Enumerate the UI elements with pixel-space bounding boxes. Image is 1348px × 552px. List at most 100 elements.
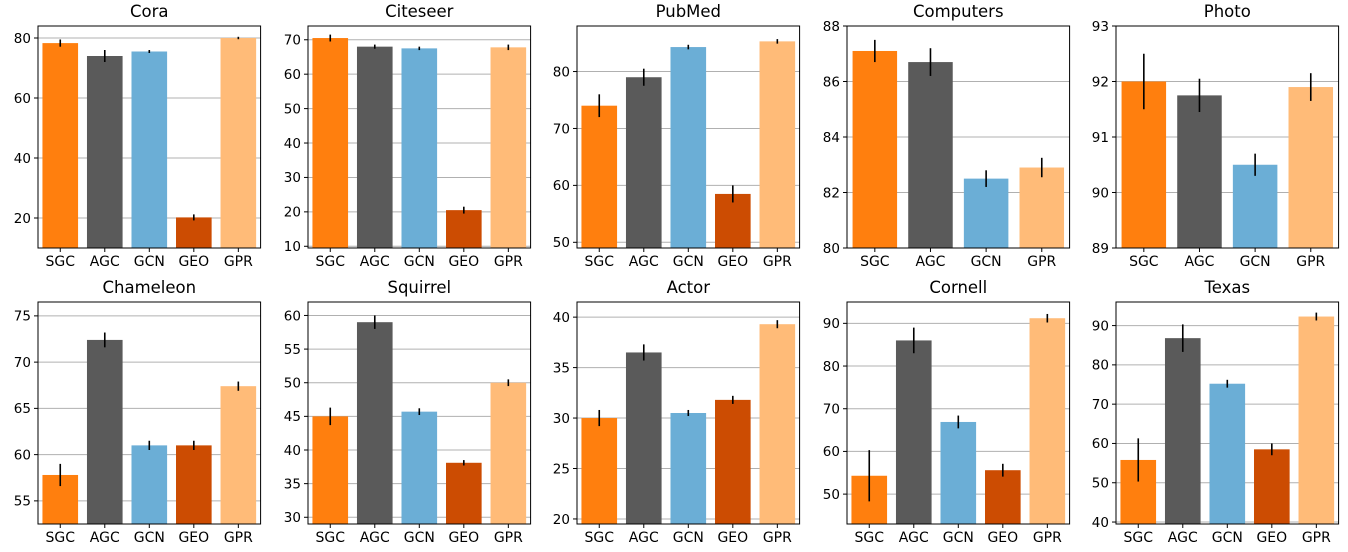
- bar-gcn: [1233, 164, 1278, 248]
- bar-gcn: [940, 421, 976, 524]
- bar-geo: [176, 445, 212, 524]
- chart-title: Actor: [667, 278, 711, 297]
- x-tick-label-sgc: SGC: [46, 254, 75, 270]
- y-tick-label: 40: [553, 310, 570, 326]
- y-tick-label: 60: [283, 308, 300, 324]
- x-tick-label-geo: GEO: [178, 530, 209, 546]
- bar-sgc: [581, 418, 618, 524]
- y-tick-label: 10: [283, 239, 300, 255]
- y-tick-label: 20: [553, 512, 570, 528]
- y-tick-label: 35: [283, 476, 300, 492]
- y-tick-label: 60: [1092, 436, 1109, 452]
- x-tick-label-gpr: GPR: [1302, 530, 1331, 546]
- x-tick-label-agc: AGC: [899, 530, 929, 546]
- y-tick-label: 50: [823, 487, 840, 503]
- x-tick-label-sgc: SGC: [1124, 530, 1153, 546]
- x-tick-label-gpr: GPR: [224, 530, 253, 546]
- x-tick-label-gcn: GCN: [1240, 254, 1271, 270]
- bar-gpr: [1029, 318, 1065, 524]
- x-tick-label-gcn: GCN: [673, 254, 704, 270]
- x-tick-label-gcn: GCN: [134, 530, 165, 546]
- x-tick-label-geo: GEO: [448, 530, 479, 546]
- bar-geo: [176, 217, 212, 248]
- x-tick-label-geo: GEO: [1257, 530, 1288, 546]
- bar-gpr: [490, 382, 526, 524]
- x-tick-label-sgc: SGC: [860, 254, 889, 270]
- y-tick-label: 90: [823, 316, 840, 332]
- subplot-cora: 20 40 60 80 SGC AGC GCN GEO GPR Cora: [0, 0, 270, 276]
- x-tick-label-agc: AGC: [359, 254, 389, 270]
- y-tick-label: 88: [823, 19, 840, 35]
- bar-sgc: [312, 416, 348, 524]
- y-tick-label: 50: [283, 101, 300, 117]
- bar-gcn: [1209, 383, 1246, 524]
- bar-gpr: [759, 41, 796, 248]
- bar-agc: [626, 77, 662, 248]
- chart-canvas-squirrel: 30 35 40 45 50 55 60 SGC AGC GCN GEO GPR Squirrel: [283, 278, 531, 546]
- bar-agc: [356, 46, 393, 249]
- bar-gcn: [131, 445, 168, 524]
- bar-gcn: [401, 48, 437, 248]
- y-tick-label: 40: [283, 443, 300, 459]
- x-tick-label-gpr: GPR: [1033, 530, 1062, 546]
- y-tick-label: 70: [1092, 397, 1109, 413]
- bar-agc: [907, 62, 953, 249]
- x-tick-label-gpr: GPR: [1297, 254, 1326, 270]
- chart-canvas-chameleon: 55 60 65 70 75 SGC AGC GCN GEO GPR Chameleon: [14, 278, 262, 546]
- chart-canvas-cora: 20 40 60 80 SGC AGC GCN GEO GPR Cora: [14, 2, 262, 270]
- y-tick-label: 30: [283, 510, 300, 526]
- y-tick-label: 50: [553, 235, 570, 251]
- x-tick-label-gpr: GPR: [493, 530, 522, 546]
- y-tick-label: 60: [283, 67, 300, 83]
- chart-canvas-cornell: 50 60 70 80 90 SGC AGC GCN GEO GPR Cornell: [823, 278, 1070, 546]
- y-tick-label: 25: [553, 461, 570, 477]
- x-tick-label-gcn: GCN: [134, 254, 165, 270]
- y-tick-label: 50: [283, 376, 300, 392]
- chart-title: Computers: [913, 2, 1004, 21]
- chart-title: Squirrel: [387, 278, 451, 297]
- x-tick-label-agc: AGC: [629, 254, 659, 270]
- y-tick-label: 40: [283, 136, 300, 152]
- y-tick-label: 82: [823, 185, 840, 201]
- x-tick-label-geo: GEO: [987, 530, 1018, 546]
- bar-agc: [1177, 95, 1223, 248]
- bar-agc: [86, 339, 123, 524]
- subplot-photo: 89 90 91 92 93 SGC AGC GCN GPR Photo: [1078, 0, 1348, 276]
- bar-gcn: [670, 47, 707, 248]
- x-tick-label-sgc: SGC: [585, 530, 614, 546]
- subplot-squirrel: 30 35 40 45 50 55 60 SGC AGC GCN GEO GPR Squirrel: [270, 276, 540, 552]
- y-tick-label: 40: [1092, 515, 1109, 531]
- x-tick-label-agc: AGC: [90, 254, 120, 270]
- axes-frame: [846, 25, 1070, 249]
- y-tick-label: 70: [283, 33, 300, 49]
- x-tick-label-agc: AGC: [359, 530, 389, 546]
- bar-gcn: [401, 411, 437, 524]
- y-tick-label: 70: [553, 121, 570, 137]
- y-tick-label: 86: [823, 74, 840, 90]
- chart-title: Chameleon: [103, 278, 197, 297]
- x-tick-label-sgc: SGC: [585, 254, 614, 270]
- y-tick-label: 84: [823, 130, 840, 146]
- bar-sgc: [42, 43, 79, 248]
- bar-gpr: [1298, 316, 1335, 524]
- y-tick-label: 70: [823, 402, 840, 418]
- chart-canvas-photo: 89 90 91 92 93 SGC AGC GCN GPR Photo: [1092, 2, 1340, 270]
- bar-gpr: [1019, 167, 1064, 248]
- bar-agc: [895, 340, 932, 524]
- x-tick-label-gpr: GPR: [224, 254, 253, 270]
- bar-gcn: [131, 51, 168, 248]
- bar-geo: [1254, 449, 1290, 524]
- x-tick-label-gpr: GPR: [763, 254, 792, 270]
- chart-title: Cora: [130, 2, 168, 21]
- y-tick-label: 20: [14, 211, 31, 227]
- x-tick-label-agc: AGC: [915, 254, 945, 270]
- bar-geo: [984, 470, 1021, 524]
- x-tick-label-gcn: GCN: [403, 530, 434, 546]
- chart-canvas-citeseer: 10 20 30 40 50 60 70 SGC AGC GCN GEO GPR Citeseer: [283, 2, 531, 270]
- x-tick-label-sgc: SGC: [315, 530, 344, 546]
- y-tick-label: 93: [1092, 19, 1109, 35]
- bar-gpr: [220, 38, 257, 248]
- y-tick-label: 70: [14, 355, 31, 371]
- x-tick-label-agc: AGC: [1168, 530, 1198, 546]
